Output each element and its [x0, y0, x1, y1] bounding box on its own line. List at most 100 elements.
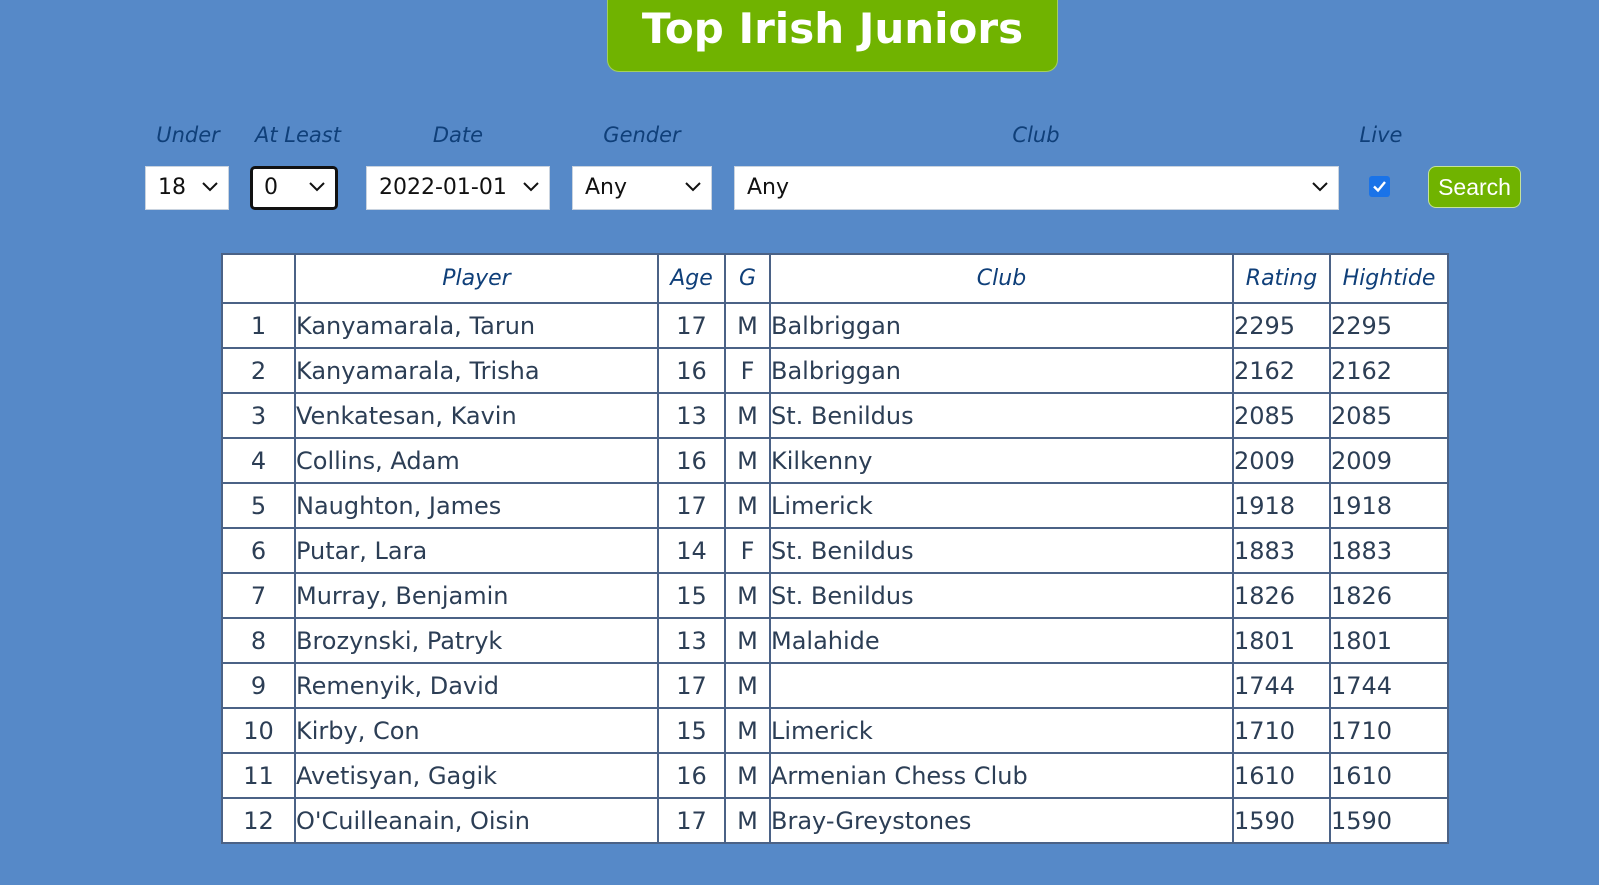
chevron-down-icon: [309, 182, 325, 192]
at-least-label: At Least: [255, 123, 341, 147]
gender-cell: M: [724, 482, 771, 529]
table-row: 9 Remenyik, David 17 M 1744 1744: [221, 662, 1449, 709]
header-gender: G: [724, 253, 771, 304]
age-cell: 15: [657, 572, 726, 619]
table-row: 12 O'Cuilleanain, Oisin 17 M Bray-Greyst…: [221, 797, 1449, 844]
date-label: Date: [432, 123, 484, 147]
chevron-down-icon: [1312, 182, 1328, 192]
under-label: Under: [156, 123, 220, 147]
player-cell[interactable]: Kirby, Con: [294, 707, 659, 754]
header-player: Player: [294, 253, 659, 304]
rating-cell: 2162: [1232, 347, 1331, 394]
date-select[interactable]: 2022-01-01: [366, 166, 550, 210]
hightide-cell: 1590: [1329, 797, 1449, 844]
under-select[interactable]: 18: [145, 166, 229, 210]
player-cell[interactable]: Naughton, James: [294, 482, 659, 529]
rank-cell: 8: [221, 617, 296, 664]
table-row: 2 Kanyamarala, Trisha 16 F Balbriggan 21…: [221, 347, 1449, 394]
live-label: Live: [1359, 123, 1403, 147]
rating-cell: 1801: [1232, 617, 1331, 664]
checkmark-icon: [1373, 181, 1386, 193]
age-cell: 16: [657, 752, 726, 799]
chevron-down-icon: [685, 182, 701, 192]
search-button[interactable]: Search: [1428, 166, 1521, 208]
rating-cell: 1744: [1232, 662, 1331, 709]
hightide-cell: 2162: [1329, 347, 1449, 394]
rating-cell: 2295: [1232, 302, 1331, 349]
rank-cell: 9: [221, 662, 296, 709]
chevron-down-icon: [523, 182, 539, 192]
live-checkbox[interactable]: [1369, 176, 1390, 197]
header-hightide: Hightide: [1329, 253, 1449, 304]
club-cell: [769, 662, 1234, 709]
gender-cell: M: [724, 662, 771, 709]
gender-cell: M: [724, 797, 771, 844]
player-cell[interactable]: Venkatesan, Kavin: [294, 392, 659, 439]
rank-cell: 7: [221, 572, 296, 619]
age-cell: 17: [657, 482, 726, 529]
gender-cell: M: [724, 707, 771, 754]
header-rank: [221, 253, 296, 304]
gender-label: Gender: [603, 123, 681, 147]
gender-cell: M: [724, 302, 771, 349]
gender-select-value: Any: [585, 175, 628, 200]
club-cell: St. Benildus: [769, 527, 1234, 574]
rating-cell: 1710: [1232, 707, 1331, 754]
gender-cell: M: [724, 752, 771, 799]
page-title: Top Irish Juniors: [641, 4, 1024, 53]
gender-cell: F: [724, 527, 771, 574]
table-row: 1 Kanyamarala, Tarun 17 M Balbriggan 229…: [221, 302, 1449, 349]
age-cell: 16: [657, 437, 726, 484]
club-cell: Malahide: [769, 617, 1234, 664]
hightide-cell: 1826: [1329, 572, 1449, 619]
table-row: 7 Murray, Benjamin 15 M St. Benildus 182…: [221, 572, 1449, 619]
table-row: 11 Avetisyan, Gagik 16 M Armenian Chess …: [221, 752, 1449, 799]
player-cell[interactable]: O'Cuilleanain, Oisin: [294, 797, 659, 844]
hightide-cell: 1610: [1329, 752, 1449, 799]
rating-cell: 1883: [1232, 527, 1331, 574]
table-row: 3 Venkatesan, Kavin 13 M St. Benildus 20…: [221, 392, 1449, 439]
hightide-cell: 2009: [1329, 437, 1449, 484]
player-cell[interactable]: Brozynski, Patryk: [294, 617, 659, 664]
hightide-cell: 1918: [1329, 482, 1449, 529]
table-row: 6 Putar, Lara 14 F St. Benildus 1883 188…: [221, 527, 1449, 574]
table-row: 8 Brozynski, Patryk 13 M Malahide 1801 1…: [221, 617, 1449, 664]
player-cell[interactable]: Avetisyan, Gagik: [294, 752, 659, 799]
table-row: 5 Naughton, James 17 M Limerick 1918 191…: [221, 482, 1449, 529]
club-label: Club: [1012, 123, 1060, 147]
club-cell: Armenian Chess Club: [769, 752, 1234, 799]
club-cell: Bray-Greystones: [769, 797, 1234, 844]
hightide-cell: 1744: [1329, 662, 1449, 709]
club-cell: St. Benildus: [769, 392, 1234, 439]
rating-cell: 1826: [1232, 572, 1331, 619]
chevron-down-icon: [202, 182, 218, 192]
header-age: Age: [657, 253, 726, 304]
club-cell: Balbriggan: [769, 302, 1234, 349]
age-cell: 13: [657, 617, 726, 664]
age-cell: 17: [657, 302, 726, 349]
gender-select[interactable]: Any: [572, 166, 712, 210]
player-cell[interactable]: Murray, Benjamin: [294, 572, 659, 619]
rating-cell: 1590: [1232, 797, 1331, 844]
club-select[interactable]: Any: [734, 166, 1339, 210]
age-cell: 14: [657, 527, 726, 574]
age-cell: 16: [657, 347, 726, 394]
club-cell: Limerick: [769, 707, 1234, 754]
rank-cell: 5: [221, 482, 296, 529]
hightide-cell: 1883: [1329, 527, 1449, 574]
player-cell[interactable]: Putar, Lara: [294, 527, 659, 574]
rating-cell: 2009: [1232, 437, 1331, 484]
player-cell[interactable]: Kanyamarala, Trisha: [294, 347, 659, 394]
hightide-cell: 1710: [1329, 707, 1449, 754]
age-cell: 17: [657, 662, 726, 709]
player-cell[interactable]: Kanyamarala, Tarun: [294, 302, 659, 349]
hightide-cell: 2085: [1329, 392, 1449, 439]
club-cell: Kilkenny: [769, 437, 1234, 484]
at-least-select[interactable]: 0: [250, 166, 338, 210]
rank-cell: 2: [221, 347, 296, 394]
club-cell: St. Benildus: [769, 572, 1234, 619]
table-row: 10 Kirby, Con 15 M Limerick 1710 1710: [221, 707, 1449, 754]
player-cell[interactable]: Remenyik, David: [294, 662, 659, 709]
rank-cell: 3: [221, 392, 296, 439]
player-cell[interactable]: Collins, Adam: [294, 437, 659, 484]
